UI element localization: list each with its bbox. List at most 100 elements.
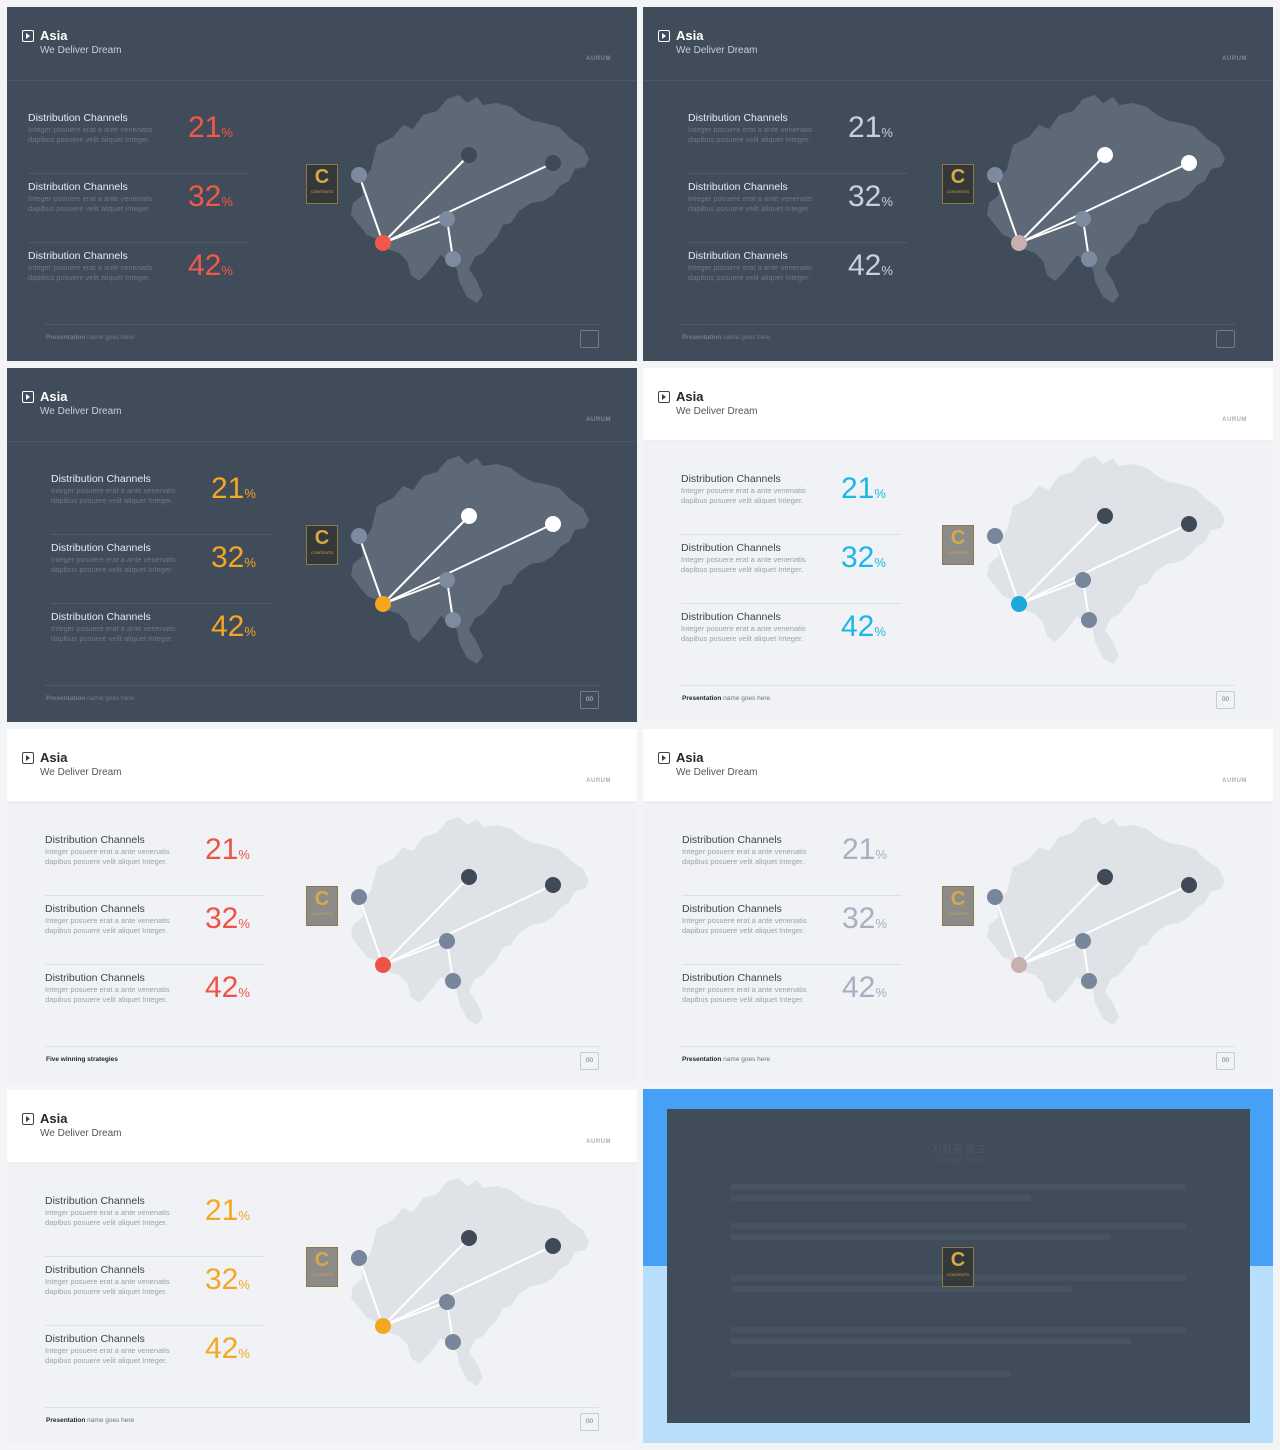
connection-line [382,876,470,966]
map-hub-node [1011,957,1027,973]
distribution-list: Distribution Channels Integer posuere er… [51,466,271,672]
notice-panel: 저작권 공고 Copyright Notice C CONTENTS [667,1109,1250,1423]
row-description: Integer posuere erat a ante venenatis dap… [682,847,807,866]
connection-line [382,940,448,966]
map-node [1181,877,1197,893]
asia-map [351,1178,589,1386]
row-label: Distribution Channels [45,1195,145,1207]
connection-line [1018,162,1190,244]
play-icon [22,30,34,42]
map-node [445,973,461,989]
row-description: Integer posuere erat a ante venenatis dap… [681,555,806,574]
row-label: Distribution Channels [45,1264,145,1276]
map-node [1081,973,1097,989]
row-description: Integer posuere erat a ante venenatis dap… [45,847,170,866]
brand-label: AURUM [1222,417,1247,423]
row-percentage: 42% [841,610,886,643]
connection-line [1018,876,1106,966]
row-label: Distribution Channels [688,250,788,262]
map-hub-node [1011,596,1027,612]
contents-logo: C CONTENTS [306,525,338,565]
connection-line [1018,515,1106,605]
distribution-row: Distribution Channels Integer posuere er… [688,105,908,174]
header-divider [643,441,1273,442]
distribution-list: Distribution Channels Integer posuere er… [28,105,248,311]
distribution-list: Distribution Channels Integer posuere er… [45,1188,265,1394]
asia-landmass [987,456,1225,664]
slide-subtitle: We Deliver Dream [40,767,122,778]
slide-subtitle: We Deliver Dream [676,45,758,56]
row-label: Distribution Channels [51,473,151,485]
row-label: Distribution Channels [682,834,782,846]
slide-header: Asia We Deliver Dream AURUM [643,368,1273,440]
asia-slide-3: Asia We Deliver Dream AURUM Distribution… [7,368,637,722]
play-icon [22,752,34,764]
copyright-notice-slide: 저작권 공고 Copyright Notice C CONTENTS [643,1089,1273,1443]
play-icon [658,752,670,764]
distribution-row: Distribution Channels Integer posuere er… [45,896,265,965]
distribution-row: Distribution Channels Integer posuere er… [681,535,901,604]
slide-subtitle: We Deliver Dream [676,767,758,778]
page-number: 00 [580,1413,599,1431]
row-percentage: 42% [188,249,233,282]
footer-divider [681,685,1235,686]
play-icon [22,1113,34,1125]
slide-subtitle: We Deliver Dream [40,406,122,417]
distribution-row: Distribution Channels Integer posuere er… [688,174,908,243]
row-percentage: 32% [848,180,893,213]
row-label: Distribution Channels [682,903,782,915]
map-node [1181,516,1197,532]
distribution-row: Distribution Channels Integer posuere er… [51,604,271,672]
map-node [1097,508,1113,524]
distribution-row: Distribution Channels Integer posuere er… [45,965,265,1033]
map-hub-node [1011,235,1027,251]
row-percentage: 42% [842,971,887,1004]
asia-slide-6: Asia We Deliver Dream AURUM Distribution… [643,729,1273,1083]
map-node [545,877,561,893]
asia-landmass [351,456,589,664]
distribution-row: Distribution Channels Integer posuere er… [51,466,271,535]
footer-divider [45,685,599,686]
row-label: Distribution Channels [688,112,788,124]
header-divider [7,441,637,442]
page-number [580,330,599,348]
distribution-row: Distribution Channels Integer posuere er… [45,827,265,896]
brand-label: AURUM [1222,778,1247,784]
page-number: 00 [580,1052,599,1070]
slide-header: Asia We Deliver Dream AURUM [643,7,1273,79]
row-description: Integer posuere erat a ante venenatis dap… [682,985,807,1004]
row-description: Integer posuere erat a ante venenatis dap… [45,1346,170,1365]
row-label: Distribution Channels [681,611,781,623]
asia-map [351,817,589,1025]
asia-slide-5: Asia We Deliver Dream AURUM Distribution… [7,729,637,1083]
row-label: Distribution Channels [688,181,788,193]
brand-label: AURUM [1222,56,1247,62]
row-label: Distribution Channels [45,834,145,846]
row-label: Distribution Channels [45,972,145,984]
row-percentage: 32% [188,180,233,213]
slide-subtitle: We Deliver Dream [40,1128,122,1139]
row-percentage: 32% [211,541,256,574]
distribution-row: Distribution Channels Integer posuere er… [45,1188,265,1257]
map-node [1097,147,1113,163]
connection-line [1018,523,1190,605]
contents-logo: C CONTENTS [306,1247,338,1287]
distribution-row: Distribution Channels Integer posuere er… [28,105,248,174]
brand-label: AURUM [586,1139,611,1145]
footer-text: Presentation name goes here [46,334,135,341]
row-percentage: 42% [848,249,893,282]
map-node [445,612,461,628]
connection-line [1018,884,1190,966]
notice-text-line [731,1371,1011,1377]
header-divider [7,80,637,81]
row-description: Integer posuere erat a ante venenatis dap… [688,194,813,213]
contents-logo: C CONTENTS [942,886,974,926]
connection-line [1018,218,1084,244]
connection-line [382,523,554,605]
row-percentage: 32% [205,1263,250,1296]
row-label: Distribution Channels [681,473,781,485]
asia-map [987,817,1225,1025]
distribution-row: Distribution Channels Integer posuere er… [51,535,271,604]
notice-logo: C CONTENTS [942,1247,974,1287]
distribution-row: Distribution Channels Integer posuere er… [682,827,902,896]
